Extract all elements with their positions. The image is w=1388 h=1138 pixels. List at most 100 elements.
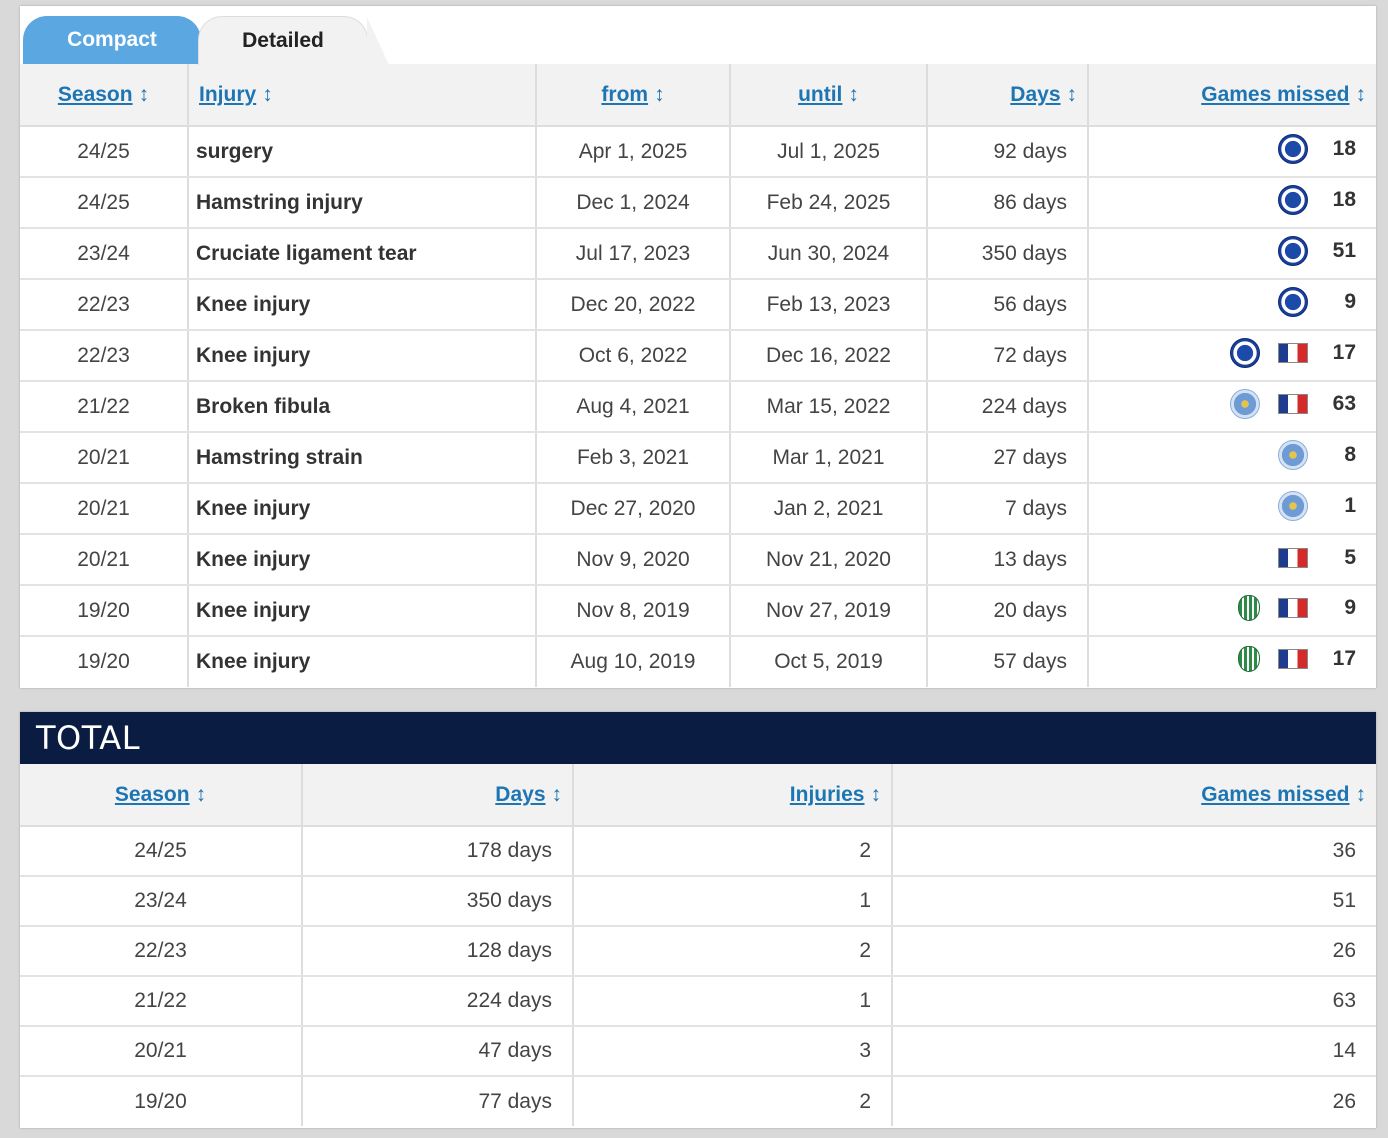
games-missed-value: 18 bbox=[1332, 187, 1356, 211]
season-cell: 21/22 bbox=[20, 381, 189, 433]
total-days-cell: 128 days bbox=[302, 926, 574, 977]
until-date-cell: Nov 21, 2020 bbox=[730, 534, 928, 586]
saint-etienne-crest-icon[interactable] bbox=[1238, 646, 1260, 672]
total-table-header: Season ↕ Days ↕ Injuries ↕ Games missed ↕ bbox=[20, 764, 1376, 827]
injury-table-header: Season ↕ Injury ↕ from ↕ until ↕ Days ↕ Games… bbox=[20, 64, 1376, 127]
from-date-cell: Jul 17, 2023 bbox=[536, 228, 731, 280]
view-tabs: Compact Detailed bbox=[20, 6, 1376, 65]
days-cell: 27 days bbox=[927, 432, 1089, 484]
games-missed-group: 9 bbox=[1278, 286, 1356, 317]
until-date-cell: Oct 5, 2019 bbox=[730, 636, 928, 687]
sort-injury-header[interactable]: Injury ↕ bbox=[188, 64, 537, 127]
games-missed-value: 18 bbox=[1332, 136, 1356, 160]
france-flag-icon[interactable] bbox=[1278, 649, 1308, 669]
games-missed-cell: 9 bbox=[1088, 279, 1376, 331]
days-cell: 56 days bbox=[927, 279, 1089, 331]
injury-table: Season ↕ Injury ↕ from ↕ until ↕ Days ↕ Games… bbox=[20, 64, 1376, 687]
days-header-label: Days bbox=[1010, 82, 1061, 106]
days-cell: 20 days bbox=[927, 585, 1089, 637]
chelsea-crest-icon[interactable] bbox=[1230, 337, 1260, 368]
leicester-crest-icon[interactable] bbox=[1230, 388, 1260, 419]
until-date-cell: Jul 1, 2025 bbox=[730, 126, 928, 178]
injury-cell: surgery bbox=[188, 126, 537, 178]
games-missed-value: 51 bbox=[1332, 238, 1356, 262]
total-table-body: 24/25 178 days 2 36 23/24 350 days 1 51 22/23 128… bbox=[20, 826, 1376, 1126]
total-season-cell: 19/20 bbox=[20, 1076, 303, 1126]
chelsea-crest-icon[interactable] bbox=[1278, 235, 1308, 266]
france-flag-icon[interactable] bbox=[1278, 597, 1308, 618]
sort-until-header[interactable]: until ↕ bbox=[730, 64, 928, 127]
injury-cell: Knee injury bbox=[188, 330, 537, 382]
games-missed-value: 17 bbox=[1332, 340, 1356, 364]
table-row: 20/21 47 days 3 14 bbox=[20, 1026, 1376, 1077]
games-missed-group: 63 bbox=[1230, 388, 1356, 419]
season-cell: 19/20 bbox=[20, 585, 189, 637]
sort-arrows-icon: ↕ bbox=[138, 82, 150, 106]
games-missed-cell: 5 bbox=[1088, 534, 1376, 586]
sort-season-header[interactable]: Season ↕ bbox=[20, 64, 189, 127]
until-date-cell: Mar 15, 2022 bbox=[730, 381, 928, 433]
injury-cell: Knee injury bbox=[188, 279, 537, 331]
games-missed-cell: 9 bbox=[1088, 585, 1376, 637]
sort-arrows-icon: ↕ bbox=[870, 782, 882, 806]
games-missed-value: 63 bbox=[1332, 391, 1356, 415]
sort-games-missed-header[interactable]: Games missed ↕ bbox=[1088, 64, 1376, 127]
total-title: TOTAL bbox=[20, 712, 1376, 764]
injury-cell: Broken fibula bbox=[188, 381, 537, 433]
table-row: 20/21 Hamstring strain Feb 3, 2021 Mar 1, 2… bbox=[20, 432, 1376, 484]
games-missed-group: 5 bbox=[1278, 546, 1356, 570]
tab-detailed[interactable]: Detailed bbox=[198, 16, 389, 65]
games-missed-value: 8 bbox=[1344, 442, 1356, 466]
sort-total-games-missed-header[interactable]: Games missed ↕ bbox=[892, 764, 1376, 827]
saint-etienne-crest-icon[interactable] bbox=[1238, 594, 1260, 621]
season-cell: 24/25 bbox=[20, 177, 189, 229]
total-season-cell: 22/23 bbox=[20, 926, 303, 977]
days-cell: 350 days bbox=[927, 228, 1089, 280]
games-missed-value: 9 bbox=[1344, 289, 1356, 313]
table-row: 21/22 224 days 1 63 bbox=[20, 976, 1376, 1027]
sort-total-injuries-header[interactable]: Injuries ↕ bbox=[573, 764, 893, 827]
chelsea-crest-icon[interactable] bbox=[1278, 286, 1308, 317]
injury-cell: Knee injury bbox=[188, 483, 537, 535]
from-date-cell: Aug 4, 2021 bbox=[536, 381, 731, 433]
games-missed-cell: 17 bbox=[1088, 330, 1376, 382]
total-season-cell: 24/25 bbox=[20, 826, 303, 877]
total-injuries-cell: 1 bbox=[573, 876, 893, 927]
total-season-cell: 20/21 bbox=[20, 1026, 303, 1077]
chelsea-crest-icon[interactable] bbox=[1278, 184, 1308, 215]
games-missed-cell: 8 bbox=[1088, 432, 1376, 484]
table-row: 21/22 Broken fibula Aug 4, 2021 Mar 15, 202… bbox=[20, 381, 1376, 433]
sort-from-header[interactable]: from ↕ bbox=[536, 64, 731, 127]
injury-cell: Hamstring strain bbox=[188, 432, 537, 484]
sort-arrows-icon: ↕ bbox=[1355, 82, 1367, 106]
season-cell: 23/24 bbox=[20, 228, 189, 280]
sort-total-days-header[interactable]: Days ↕ bbox=[302, 764, 574, 827]
games-missed-cell: 63 bbox=[1088, 381, 1376, 433]
sort-days-header[interactable]: Days ↕ bbox=[927, 64, 1089, 127]
season-header-label: Season bbox=[57, 82, 133, 106]
france-flag-icon[interactable] bbox=[1278, 342, 1308, 363]
games-missed-header-label: Games missed bbox=[1201, 82, 1350, 106]
total-days-cell: 77 days bbox=[302, 1076, 574, 1126]
table-row: 24/25 Hamstring injury Dec 1, 2024 Feb 24, … bbox=[20, 177, 1376, 229]
from-date-cell: Oct 6, 2022 bbox=[536, 330, 731, 382]
injury-table-body: 24/25 surgery Apr 1, 2025 Jul 1, 2025 92 day… bbox=[20, 126, 1376, 687]
sort-arrows-icon: ↕ bbox=[262, 82, 273, 106]
games-missed-group: 8 bbox=[1278, 439, 1356, 470]
france-flag-icon[interactable] bbox=[1278, 393, 1308, 414]
total-injuries-cell: 2 bbox=[573, 1076, 893, 1126]
chelsea-crest-icon[interactable] bbox=[1278, 133, 1308, 164]
leicester-crest-icon[interactable] bbox=[1278, 490, 1308, 521]
france-flag-icon[interactable] bbox=[1278, 547, 1308, 568]
tab-compact[interactable]: Compact bbox=[23, 16, 201, 64]
sort-total-season-header[interactable]: Season ↕ bbox=[20, 764, 303, 827]
until-date-cell: Jan 2, 2021 bbox=[730, 483, 928, 535]
leicester-crest-icon[interactable] bbox=[1278, 439, 1308, 470]
until-date-cell: Feb 13, 2023 bbox=[730, 279, 928, 331]
games-missed-group: 17 bbox=[1238, 646, 1356, 672]
total-games-missed-cell: 63 bbox=[892, 976, 1376, 1027]
injury-cell: Knee injury bbox=[188, 636, 537, 687]
table-row: 24/25 178 days 2 36 bbox=[20, 826, 1376, 877]
injury-cell: Hamstring injury bbox=[188, 177, 537, 229]
until-date-cell: Feb 24, 2025 bbox=[730, 177, 928, 229]
